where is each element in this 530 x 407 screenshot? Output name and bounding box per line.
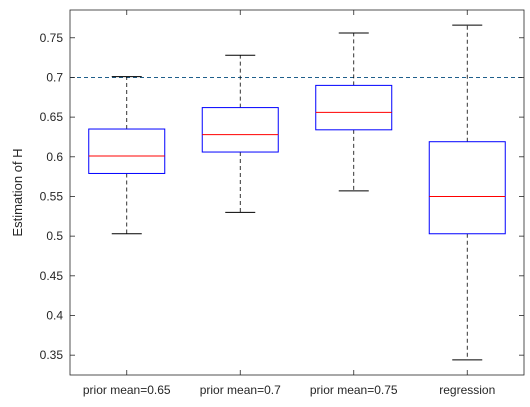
x-tick-label: prior mean=0.65 — [83, 383, 171, 397]
y-axis: 0.35 0.4 0.45 0.5 0.55 0.6 0.65 0.7 0.75 — [40, 31, 524, 362]
boxes — [88, 24, 506, 361]
box-1 — [88, 76, 166, 235]
box-3 — [315, 32, 393, 192]
box-2 — [201, 54, 279, 213]
y-tick-label: 0.75 — [40, 31, 64, 45]
iqr-box — [201, 107, 279, 153]
x-tick-label: prior mean=0.7 — [200, 383, 281, 397]
y-tick-label: 0.55 — [40, 189, 64, 203]
x-tick-label: regression — [439, 383, 495, 397]
x-tick-label: prior mean=0.75 — [310, 383, 398, 397]
y-tick-label: 0.5 — [46, 229, 63, 243]
iqr-box — [88, 128, 166, 174]
y-tick-label: 0.35 — [40, 348, 64, 362]
y-tick-label: 0.6 — [46, 150, 63, 164]
box-4 — [428, 24, 506, 361]
y-axis-label: Estimation of H — [10, 148, 25, 236]
y-tick-label: 0.4 — [46, 308, 63, 322]
axes-frame — [69, 9, 525, 376]
iqr-box — [315, 84, 393, 131]
x-axis: prior mean=0.65 prior mean=0.7 prior mean=… — [83, 10, 495, 397]
iqr-box — [428, 141, 506, 235]
y-tick-label: 0.65 — [40, 110, 64, 124]
y-tick-label: 0.7 — [46, 70, 63, 84]
plot-area — [69, 9, 525, 376]
y-tick-label: 0.45 — [40, 269, 64, 283]
